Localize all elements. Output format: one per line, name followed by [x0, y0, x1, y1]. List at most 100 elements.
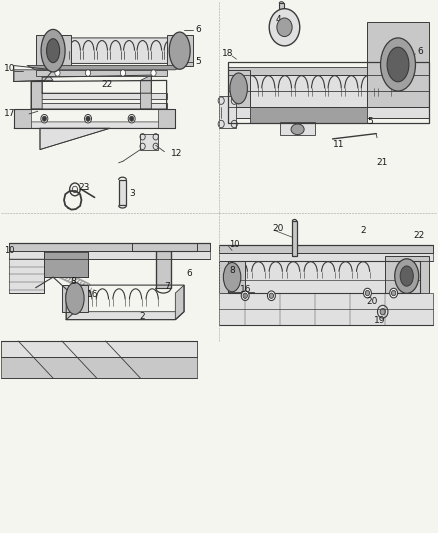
Text: 7: 7: [164, 282, 170, 291]
Text: 16: 16: [240, 285, 251, 294]
Circle shape: [42, 116, 46, 122]
Polygon shape: [175, 285, 184, 320]
Text: 2: 2: [140, 312, 145, 321]
Polygon shape: [1, 341, 197, 357]
Polygon shape: [14, 122, 175, 128]
Ellipse shape: [46, 39, 60, 62]
Polygon shape: [245, 75, 403, 107]
Text: 17: 17: [4, 109, 16, 118]
Polygon shape: [141, 75, 151, 109]
Text: 8: 8: [71, 277, 76, 286]
Text: 16: 16: [87, 290, 98, 299]
Circle shape: [269, 293, 274, 298]
Circle shape: [392, 290, 396, 296]
Text: 4: 4: [275, 15, 281, 24]
Circle shape: [86, 116, 90, 122]
Ellipse shape: [277, 18, 292, 37]
Polygon shape: [31, 103, 166, 109]
Polygon shape: [250, 107, 367, 123]
Polygon shape: [27, 66, 184, 70]
Bar: [279, 3, 284, 19]
Circle shape: [378, 305, 388, 318]
Bar: [119, 180, 127, 205]
Text: 22: 22: [413, 231, 424, 240]
Polygon shape: [219, 96, 237, 128]
Polygon shape: [132, 243, 197, 251]
Polygon shape: [367, 22, 428, 107]
Polygon shape: [219, 245, 433, 253]
Polygon shape: [40, 128, 110, 150]
Circle shape: [128, 115, 135, 123]
Circle shape: [390, 288, 398, 298]
Polygon shape: [219, 261, 245, 293]
Polygon shape: [228, 67, 428, 91]
Polygon shape: [385, 256, 428, 293]
Text: 20: 20: [367, 296, 378, 305]
Bar: [292, 221, 297, 256]
Text: 22: 22: [101, 79, 113, 88]
Ellipse shape: [66, 282, 84, 314]
Text: 21: 21: [376, 158, 388, 167]
Text: 5: 5: [195, 58, 201, 66]
Polygon shape: [35, 35, 71, 66]
Ellipse shape: [291, 124, 304, 135]
Polygon shape: [155, 251, 171, 288]
Text: 11: 11: [333, 140, 345, 149]
Text: 5: 5: [367, 117, 373, 126]
Text: 6: 6: [186, 269, 192, 278]
Ellipse shape: [387, 47, 409, 82]
Circle shape: [55, 70, 60, 76]
Ellipse shape: [169, 32, 190, 69]
Text: 6: 6: [417, 47, 423, 55]
Text: 19: 19: [374, 316, 385, 325]
Circle shape: [151, 70, 156, 76]
Polygon shape: [31, 72, 42, 109]
Text: 12: 12: [171, 149, 182, 158]
Circle shape: [241, 291, 249, 301]
Polygon shape: [141, 134, 158, 150]
Ellipse shape: [230, 73, 247, 104]
Circle shape: [243, 293, 247, 298]
Polygon shape: [228, 261, 420, 293]
Text: 23: 23: [78, 183, 90, 192]
Ellipse shape: [269, 9, 300, 46]
Polygon shape: [228, 292, 254, 298]
Polygon shape: [44, 252, 88, 277]
Text: 10: 10: [4, 246, 15, 255]
Polygon shape: [219, 253, 433, 261]
Text: 10: 10: [229, 240, 239, 249]
Circle shape: [41, 115, 48, 123]
Polygon shape: [35, 70, 166, 76]
Circle shape: [85, 115, 92, 123]
Polygon shape: [31, 93, 166, 99]
Ellipse shape: [400, 266, 413, 286]
Polygon shape: [1, 357, 197, 378]
Polygon shape: [62, 285, 88, 312]
Circle shape: [380, 309, 385, 315]
Polygon shape: [228, 91, 428, 118]
Polygon shape: [10, 251, 210, 259]
Polygon shape: [166, 35, 193, 66]
Polygon shape: [280, 122, 315, 135]
Polygon shape: [14, 70, 53, 82]
Ellipse shape: [395, 259, 419, 293]
Polygon shape: [14, 109, 31, 128]
Text: 8: 8: [230, 266, 235, 275]
Text: 3: 3: [130, 189, 135, 198]
Ellipse shape: [223, 263, 241, 292]
Polygon shape: [66, 285, 75, 320]
Text: 6: 6: [195, 26, 201, 35]
Text: 20: 20: [272, 224, 284, 233]
Text: 10: 10: [4, 64, 16, 73]
Circle shape: [364, 288, 371, 298]
Ellipse shape: [41, 29, 65, 72]
Circle shape: [85, 70, 91, 76]
Polygon shape: [66, 312, 184, 320]
Text: 2: 2: [360, 226, 366, 235]
Circle shape: [268, 291, 276, 301]
Polygon shape: [57, 38, 193, 63]
Circle shape: [120, 70, 126, 76]
Ellipse shape: [381, 38, 416, 91]
Polygon shape: [10, 243, 210, 251]
Polygon shape: [228, 70, 250, 107]
